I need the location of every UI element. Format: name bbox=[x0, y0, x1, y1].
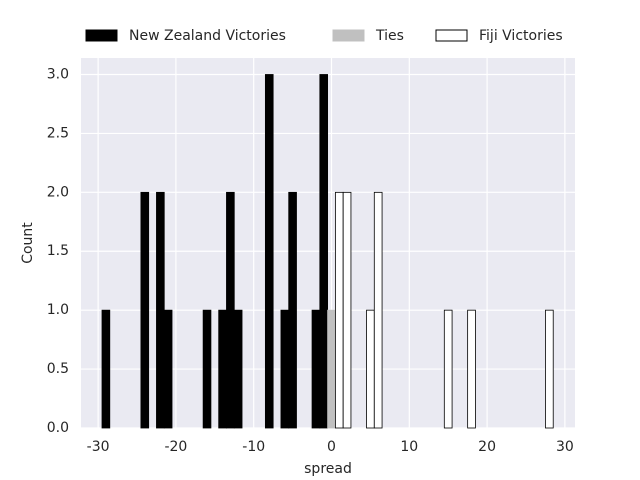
x-tick-label: -10 bbox=[242, 439, 265, 455]
y-tick-label: 1.0 bbox=[47, 302, 69, 318]
histogram-bar bbox=[319, 74, 329, 429]
legend-label: Fiji Victories bbox=[479, 28, 563, 44]
legend-swatch bbox=[85, 29, 118, 42]
x-tick-label: -20 bbox=[164, 439, 187, 455]
y-tick-label: 2.5 bbox=[47, 125, 69, 141]
histogram-bar bbox=[288, 191, 297, 429]
histogram-bar bbox=[467, 309, 476, 429]
histogram-bar bbox=[233, 309, 243, 429]
x-tick-label: 20 bbox=[478, 439, 496, 455]
histogram-bar bbox=[163, 309, 173, 429]
histogram-bar bbox=[342, 191, 352, 429]
legend-swatch bbox=[435, 29, 468, 42]
histogram-bar bbox=[156, 191, 165, 429]
legend-label: New Zealand Victories bbox=[129, 28, 286, 44]
histogram-bar bbox=[545, 309, 554, 429]
legend-swatch bbox=[332, 29, 365, 42]
histogram-bar bbox=[218, 309, 227, 429]
x-tick-label: -30 bbox=[87, 439, 110, 455]
y-tick-label: 0.0 bbox=[47, 420, 69, 436]
histogram-bar bbox=[311, 309, 321, 429]
histogram-bar bbox=[226, 191, 235, 429]
legend-label: Ties bbox=[375, 28, 404, 44]
y-tick-label: 1.5 bbox=[47, 243, 69, 259]
histogram-bar bbox=[334, 191, 344, 429]
histogram-bar bbox=[366, 309, 375, 429]
x-axis-label: spread bbox=[304, 461, 352, 477]
histogram-bar bbox=[373, 191, 383, 429]
y-axis-label: Count bbox=[20, 222, 36, 264]
histogram-bar bbox=[327, 309, 336, 429]
histogram-bar bbox=[101, 309, 111, 429]
histogram-bar bbox=[280, 309, 290, 429]
y-tick-label: 3.0 bbox=[47, 66, 69, 82]
histogram-bar bbox=[202, 309, 212, 429]
x-tick-label: 0 bbox=[327, 439, 336, 455]
histogram-bar bbox=[264, 74, 274, 429]
x-tick-label: 30 bbox=[556, 439, 574, 455]
histogram-bar bbox=[443, 309, 453, 429]
y-tick-label: 2.0 bbox=[47, 184, 69, 200]
y-tick-label: 0.5 bbox=[47, 361, 69, 377]
histogram-bar bbox=[140, 191, 150, 429]
x-tick-label: 10 bbox=[400, 439, 418, 455]
